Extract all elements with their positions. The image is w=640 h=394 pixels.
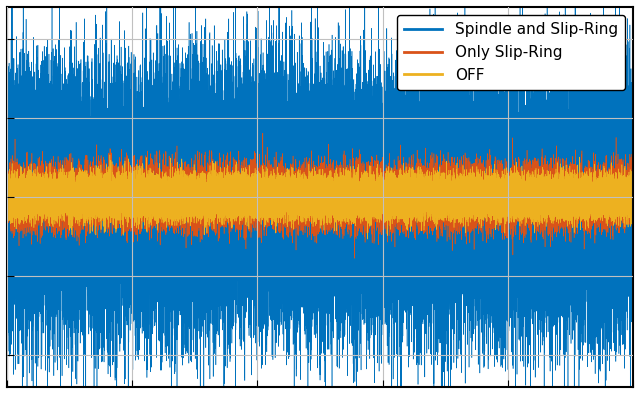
Only Slip-Ring — [629, 193, 637, 198]
OFF — [343, 204, 351, 208]
Only Slip-Ring — [380, 194, 388, 199]
OFF — [106, 152, 114, 157]
Legend: Spindle and Slip-Ring, Only Slip-Ring, OFF: Spindle and Slip-Ring, Only Slip-Ring, O… — [397, 15, 625, 90]
Spindle and Slip-Ring — [380, 205, 388, 210]
OFF — [3, 186, 11, 191]
Line: Only Slip-Ring: Only Slip-Ring — [7, 133, 633, 258]
Line: OFF: OFF — [7, 155, 633, 239]
OFF — [243, 191, 251, 196]
Spindle and Slip-Ring — [468, 149, 476, 153]
Only Slip-Ring — [468, 191, 476, 195]
Spindle and Slip-Ring — [343, 186, 351, 191]
OFF — [468, 204, 476, 209]
OFF — [629, 193, 637, 198]
Line: Spindle and Slip-Ring: Spindle and Slip-Ring — [7, 0, 633, 394]
Only Slip-Ring — [343, 175, 351, 180]
Only Slip-Ring — [259, 131, 267, 136]
Spindle and Slip-Ring — [243, 144, 251, 149]
Spindle and Slip-Ring — [45, 154, 53, 159]
OFF — [380, 200, 388, 204]
Only Slip-Ring — [3, 194, 11, 199]
Only Slip-Ring — [243, 172, 251, 177]
OFF — [154, 181, 161, 186]
Spindle and Slip-Ring — [3, 207, 11, 212]
Only Slip-Ring — [154, 222, 161, 227]
Only Slip-Ring — [45, 192, 53, 197]
Spindle and Slip-Ring — [154, 112, 161, 116]
Spindle and Slip-Ring — [629, 215, 637, 220]
OFF — [364, 237, 372, 242]
Only Slip-Ring — [351, 256, 358, 261]
OFF — [45, 203, 53, 207]
